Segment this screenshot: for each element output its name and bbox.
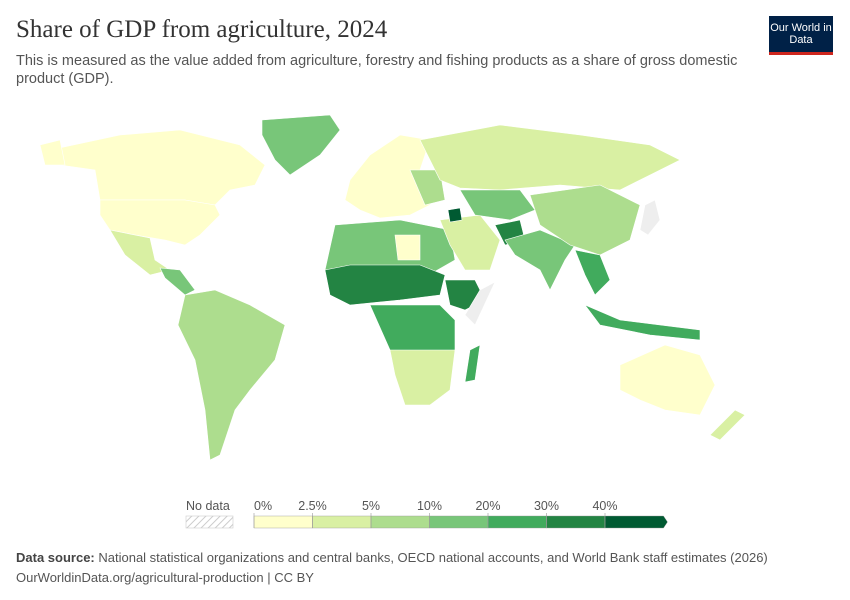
southern-africa[interactable] [389, 349, 456, 406]
legend-bin-5[interactable] [546, 515, 606, 529]
chart-title: Share of GDP from agriculture, 2024 [16, 16, 388, 43]
legend-tick-label: 10% [417, 499, 442, 513]
legend-tick-label: 2.5% [298, 499, 327, 513]
legend-tick-label: 5% [362, 499, 380, 513]
southeast-asia[interactable] [574, 249, 611, 296]
alaska[interactable] [39, 139, 66, 166]
legend-bin-3[interactable] [429, 515, 489, 529]
sahel[interactable] [324, 264, 446, 306]
legend-no-data-label: No data [186, 499, 230, 513]
legend-bin-4[interactable] [487, 515, 547, 529]
south-asia[interactable] [504, 229, 576, 291]
legend-tick-label: 40% [592, 499, 617, 513]
japan[interactable] [639, 199, 661, 236]
world-map [39, 114, 746, 461]
central-america[interactable] [159, 267, 196, 296]
russia[interactable] [419, 124, 681, 191]
china[interactable] [529, 184, 641, 256]
owid-logo[interactable]: Our World in Data [769, 16, 833, 55]
new-zealand[interactable] [709, 409, 746, 441]
chart-subtitle: This is measured as the value added from… [16, 53, 738, 87]
greenland[interactable] [261, 114, 341, 176]
somalia[interactable] [464, 281, 496, 326]
legend-bin-1[interactable] [312, 515, 372, 529]
source-label: Data source: [16, 550, 95, 565]
syria[interactable] [447, 207, 463, 223]
libya[interactable] [394, 234, 421, 261]
legend-no-data-swatch [185, 515, 234, 529]
australia[interactable] [619, 344, 716, 416]
legend-tick-label: 0% [254, 499, 272, 513]
madagascar[interactable] [464, 344, 481, 383]
indonesia[interactable] [584, 304, 701, 341]
legend: No data 0% 2.5% 5% 10% 20% 30% 40% [185, 499, 668, 529]
legend-bin-6[interactable] [604, 515, 668, 529]
central-asia[interactable] [459, 189, 536, 221]
legend-bin-2[interactable] [370, 515, 430, 529]
source-link[interactable]: OurWorldinData.org/agricultural-producti… [16, 570, 314, 585]
legend-tick-label: 20% [475, 499, 500, 513]
source-text: National statistical organizations and c… [98, 550, 768, 565]
eastern-europe[interactable] [409, 169, 446, 206]
legend-bin-0[interactable] [253, 515, 313, 529]
south-america[interactable] [177, 289, 286, 461]
legend-tick-label: 30% [534, 499, 559, 513]
canada[interactable] [49, 129, 266, 206]
footer: Data source: National statistical organi… [16, 548, 768, 588]
